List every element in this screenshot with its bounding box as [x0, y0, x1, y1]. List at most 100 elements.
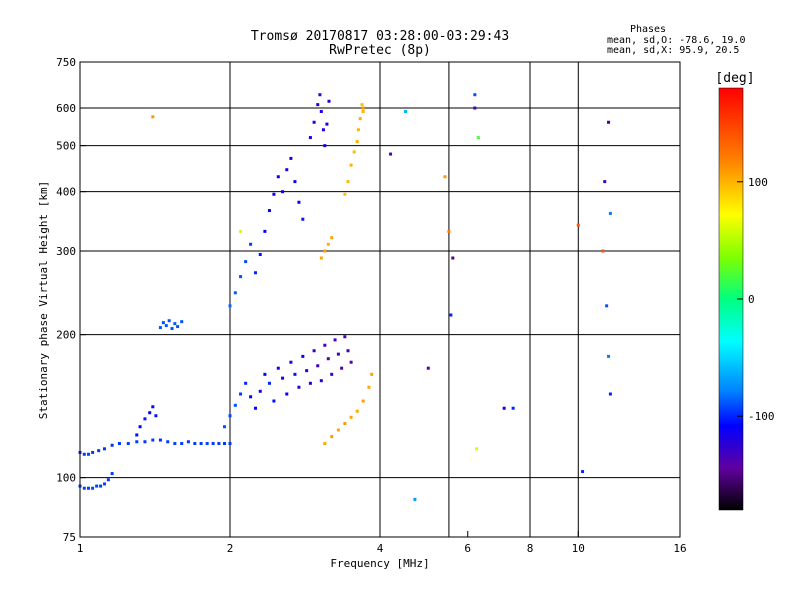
echo-point [272, 192, 276, 196]
echo-point [244, 381, 248, 385]
echo-point [176, 325, 180, 329]
echo-point [193, 442, 197, 446]
echo-point [330, 435, 334, 439]
echo-point [308, 136, 312, 140]
echo-point [217, 442, 221, 446]
x-tick-label: 8 [527, 542, 534, 555]
colorbar-label: [deg] [715, 71, 754, 86]
echo-point [346, 180, 350, 184]
echo-point [361, 109, 365, 113]
phase-box-heading: Phases [630, 24, 666, 35]
echo-point [249, 242, 253, 246]
x-axis-ticks: 1 2 4 6 8 10 16 [77, 531, 687, 555]
echo-point [233, 291, 237, 295]
echo-point [355, 409, 359, 413]
echo-point [327, 99, 331, 103]
echo-point [186, 440, 190, 444]
echo-point [605, 304, 609, 308]
echo-point [449, 313, 453, 317]
echo-point [106, 478, 110, 482]
echo-point [607, 354, 611, 358]
echo-point [285, 168, 289, 172]
echo-point [199, 442, 203, 446]
echo-point [355, 140, 359, 144]
echo-point [267, 209, 271, 213]
echo-point [281, 190, 285, 194]
echo-point [316, 103, 320, 107]
echo-point [173, 442, 177, 446]
colorbar-tick-label: -100 [748, 410, 775, 423]
echo-point [228, 414, 232, 418]
echo-point [608, 392, 612, 396]
echo-point [340, 366, 344, 370]
echo-point [330, 236, 334, 240]
echo-point [346, 349, 350, 353]
echo-point [97, 449, 101, 453]
echo-point [473, 106, 477, 110]
echo-point [253, 406, 257, 410]
echo-point [319, 109, 323, 113]
chart-title: Tromsø 20170817 03:28:00-03:29:43 [251, 29, 509, 44]
chart-subtitle: RwPretec (8p) [329, 43, 431, 58]
echo-point [86, 452, 90, 456]
echo-point [426, 366, 430, 370]
y-tick-label: 75 [63, 531, 76, 544]
echo-point [244, 260, 248, 264]
echo-point [205, 442, 209, 446]
echo-point [276, 175, 280, 179]
echo-point [601, 249, 605, 253]
echo-point [239, 392, 243, 396]
echo-point [239, 275, 243, 279]
echo-point [135, 433, 139, 437]
echo-point [451, 256, 455, 260]
echo-point [143, 417, 147, 421]
echo-point [263, 229, 267, 233]
echo-point [389, 152, 393, 156]
echo-point [258, 252, 262, 256]
echo-point [476, 136, 480, 140]
echo-point [473, 93, 477, 97]
echo-point [356, 128, 360, 132]
colorbar-tick-label: 100 [748, 176, 768, 189]
y-tick-label: 600 [56, 102, 76, 115]
echo-point [99, 484, 103, 488]
phase-box-x-stats: mean, sd,X: 95.9, 20.5 [607, 45, 739, 56]
echo-point [323, 144, 327, 148]
echo-point [336, 352, 340, 356]
echo-point [361, 106, 365, 110]
echo-point [343, 335, 347, 339]
echo-point [413, 497, 417, 501]
echo-point [267, 381, 271, 385]
echo-point [82, 486, 86, 490]
echo-point [323, 343, 327, 347]
echo-point [319, 379, 323, 383]
echo-point [318, 93, 322, 97]
echo-point [82, 452, 86, 456]
echo-point [358, 117, 362, 121]
grid-layer [80, 62, 680, 537]
x-tick-label: 2 [227, 542, 234, 555]
echo-point [333, 338, 337, 342]
echo-point [86, 486, 90, 490]
x-tick-label: 10 [572, 542, 585, 555]
y-tick-label: 100 [56, 472, 76, 485]
echo-point [180, 442, 184, 446]
echo-point [603, 180, 607, 184]
y-tick-label: 400 [56, 186, 76, 199]
echo-point [161, 321, 165, 325]
echo-point [126, 442, 130, 446]
echo-point [91, 486, 95, 490]
echo-point [103, 482, 107, 486]
echo-point [607, 120, 611, 124]
echo-point [312, 120, 316, 124]
echo-point [297, 385, 301, 389]
echo-point [336, 428, 340, 432]
echo-point [325, 122, 329, 126]
y-axis-label: Stationary phase Virtual Height [km] [37, 181, 50, 419]
echo-point [272, 399, 276, 403]
echo-point [258, 389, 262, 393]
echo-point [167, 319, 171, 323]
echo-point [403, 109, 407, 113]
